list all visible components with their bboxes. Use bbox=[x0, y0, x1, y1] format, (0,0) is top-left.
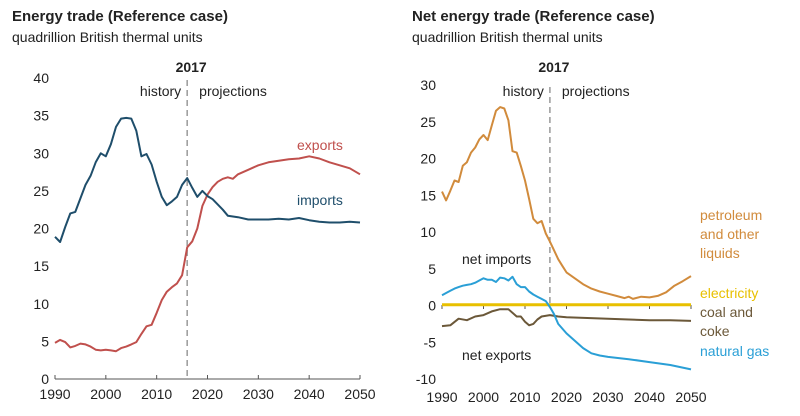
chart-title: Energy trade (Reference case) bbox=[12, 8, 228, 25]
x-tick-label: 2040 bbox=[634, 389, 665, 405]
divider-year-label: 2017 bbox=[538, 59, 569, 75]
x-tick-label: 1990 bbox=[426, 389, 457, 405]
energy-trade-chart: 0 5 10 15 20 25 30 35 40 1990 2000 2010 2020 2030 2040… bbox=[33, 59, 375, 402]
x-tick-label: 2010 bbox=[509, 389, 540, 405]
y-tick-label: 40 bbox=[33, 70, 49, 86]
x-tick-label: 2000 bbox=[90, 386, 121, 402]
x-tick-label: 2020 bbox=[192, 386, 223, 402]
x-tick-label: 2000 bbox=[468, 389, 499, 405]
x-tick-label: 2030 bbox=[243, 386, 274, 402]
series-label-coal-and-coke: coal and bbox=[700, 304, 753, 320]
y-tick-label: -10 bbox=[416, 371, 436, 387]
y-tick-label: 10 bbox=[33, 296, 49, 312]
divider-year-label: 2017 bbox=[176, 59, 207, 75]
x-tick-label: 2010 bbox=[141, 386, 172, 402]
y-tick-label: 35 bbox=[33, 108, 49, 124]
y-tick-label: 20 bbox=[33, 221, 49, 237]
history-label: history bbox=[140, 83, 181, 99]
series-label-electricity: electricity bbox=[700, 285, 758, 301]
chart-subtitle: quadrillion British thermal units bbox=[12, 29, 203, 45]
net-exports-label: net exports bbox=[462, 347, 531, 363]
net-imports-label: net imports bbox=[462, 251, 531, 267]
y-tick-label: 5 bbox=[41, 333, 49, 349]
x-tick-label: 2050 bbox=[675, 389, 706, 405]
projections-label: projections bbox=[199, 83, 267, 99]
x-tick-label: 2050 bbox=[344, 386, 375, 402]
x-tick-label: 1990 bbox=[39, 386, 70, 402]
chart-title: Net energy trade (Reference case) bbox=[412, 8, 655, 25]
energy-trade-panel: Energy trade (Reference case) quadrillio… bbox=[12, 8, 376, 402]
y-tick-label: 30 bbox=[33, 145, 49, 161]
series-label-petroleum-and-other-liquids: and other bbox=[700, 226, 759, 242]
series-label-natural-gas: natural gas bbox=[700, 343, 769, 359]
net-energy-trade-chart: -10 -5 0 5 10 15 20 25 30 1990 2000 2010 2020 2030 204… bbox=[416, 59, 770, 405]
y-tick-label: 5 bbox=[428, 261, 436, 277]
history-label: history bbox=[503, 83, 544, 99]
y-tick-label: 15 bbox=[33, 258, 49, 274]
x-tick-label: 2030 bbox=[592, 389, 623, 405]
series-line-petroleum-and-other-liquids bbox=[441, 106, 692, 300]
series-label-petroleum-and-other-liquids: petroleum bbox=[700, 207, 762, 223]
series-label-exports: exports bbox=[297, 137, 343, 153]
net-energy-trade-panel: Net energy trade (Reference case) quadri… bbox=[400, 0, 800, 416]
series-line-imports bbox=[54, 116, 361, 243]
y-tick-label: 30 bbox=[420, 77, 436, 93]
y-tick-label: 25 bbox=[420, 114, 436, 130]
series-line-exports bbox=[54, 155, 361, 353]
chart-subtitle: quadrillion British thermal units bbox=[412, 29, 603, 45]
y-tick-label: 15 bbox=[420, 187, 436, 203]
x-tick-label: 2020 bbox=[551, 389, 582, 405]
y-tick-label: -5 bbox=[424, 334, 437, 350]
series-label-imports: imports bbox=[297, 192, 343, 208]
y-tick-label: 25 bbox=[33, 183, 49, 199]
series-line-coal-and-coke bbox=[441, 308, 692, 328]
series-label-coal-and-coke: coke bbox=[700, 323, 730, 339]
y-tick-label: 0 bbox=[41, 371, 49, 387]
series-label-petroleum-and-other-liquids: liquids bbox=[700, 245, 740, 261]
x-tick-label: 2040 bbox=[294, 386, 325, 402]
projections-label: projections bbox=[562, 83, 630, 99]
y-tick-label: 10 bbox=[420, 224, 436, 240]
y-tick-label: 0 bbox=[428, 298, 436, 314]
y-tick-label: 20 bbox=[420, 151, 436, 167]
series-line-natural-gas bbox=[441, 275, 692, 371]
